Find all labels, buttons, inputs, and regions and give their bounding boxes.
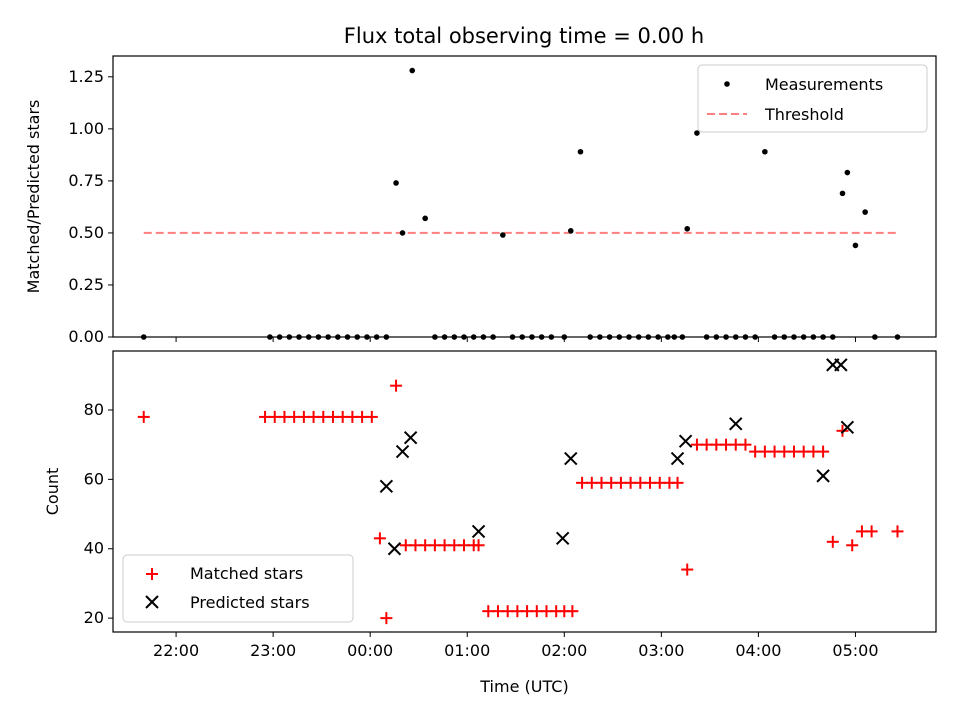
- bottom-xtick-label: 00:00: [347, 641, 393, 660]
- measurement-point: [694, 130, 700, 136]
- predicted-star-point: [816, 469, 830, 483]
- matched-star-point: [472, 539, 485, 552]
- bottom-ytick-label: 80: [84, 400, 104, 419]
- measurement-point: [852, 242, 859, 249]
- matched-star-point: [891, 525, 904, 538]
- bottom-xtick-label: 22:00: [153, 641, 199, 660]
- measurement-point: [839, 190, 846, 197]
- legend-threshold-label: Threshold: [764, 105, 844, 124]
- bottom-xtick-label: 23:00: [250, 641, 296, 660]
- top-ylabel: Matched/Predicted stars: [24, 100, 43, 294]
- bottom-axes-frame: [112, 350, 937, 633]
- bottom-panel: 20 40 60 80 22:00 23:00 00:00 01:00 02:00 03:00 04…: [43, 350, 937, 696]
- predicted-star-point: [834, 358, 848, 372]
- legend-measurements-label: Measurements: [765, 75, 883, 94]
- matched-star-point: [817, 445, 830, 458]
- legend-matched-label: Matched stars: [190, 564, 303, 583]
- top-legend-box: [697, 64, 928, 133]
- matched-star-point: [390, 379, 403, 392]
- legend-predicted-marker: [145, 595, 159, 609]
- matched-star-point: [739, 438, 752, 451]
- bottom-xlabel: Time (UTC): [479, 677, 568, 696]
- bottom-xtick-label: 01:00: [444, 641, 490, 660]
- matched-star-point: [365, 410, 378, 423]
- measurement-point: [862, 209, 868, 215]
- bottom-xtick-label: 02:00: [541, 641, 587, 660]
- measurement-point: [500, 232, 506, 238]
- matched-star-point: [671, 476, 684, 489]
- predicted-star-point: [379, 479, 394, 494]
- top-ytick-label: 1.00: [68, 119, 104, 138]
- predicted-star-point: [555, 531, 570, 546]
- bottom-xtick-label: 04:00: [735, 641, 781, 660]
- top-panel: 0.00 0.25 0.50 0.75 1.00 1.25 Matched/Predicte…: [24, 55, 937, 346]
- top-ytick-label: 0.50: [68, 223, 104, 242]
- predicted-star-point: [564, 451, 578, 466]
- legend-measurements-marker: [724, 81, 730, 87]
- measurement-point: [409, 67, 416, 74]
- top-axes-frame: [112, 55, 937, 338]
- top-legend: Measurements Threshold: [697, 64, 928, 133]
- bottom-xtick-label: 03:00: [638, 641, 684, 660]
- predicted-star-point: [678, 434, 693, 448]
- bottom-xtick-label: 05:00: [832, 641, 878, 660]
- matched-star-point: [380, 612, 393, 625]
- bottom-legend: Matched stars Predicted stars: [122, 554, 354, 623]
- matched-star-point: [681, 563, 694, 576]
- predicted-star-point: [729, 417, 743, 431]
- predicted-star-point: [471, 524, 486, 539]
- measurement-point: [762, 148, 768, 155]
- legend-predicted-label: Predicted stars: [190, 593, 310, 612]
- predicted-star-point: [403, 431, 418, 445]
- matched-star-point: [846, 539, 859, 552]
- measurement-point: [393, 180, 399, 186]
- top-ytick-label: 0.25: [68, 275, 104, 294]
- measurement-point: [422, 215, 428, 222]
- matched-star-point: [865, 525, 878, 538]
- bottom-ytick-label: 20: [84, 608, 104, 627]
- predicted-star-point: [670, 451, 685, 466]
- measurement-point: [684, 225, 691, 232]
- top-ytick-label: 0.75: [68, 171, 104, 190]
- chart-title: Flux total observing time = 0.00 h: [344, 24, 704, 48]
- measurement-point: [399, 230, 406, 236]
- matched-star-point: [373, 532, 386, 545]
- top-ytick-label: 1.25: [68, 67, 104, 86]
- measurement-point: [577, 148, 584, 155]
- predicted-star-point: [387, 542, 402, 556]
- matched-star-point: [826, 535, 839, 548]
- bottom-ytick-label: 40: [84, 539, 104, 558]
- predicted-star-point: [395, 444, 410, 459]
- top-ytick-label: 0.00: [68, 327, 104, 346]
- matched-star-point: [566, 605, 579, 618]
- measurement-point: [567, 228, 574, 234]
- predicted-star-point: [840, 420, 855, 435]
- measurement-point: [844, 169, 851, 176]
- legend-matched-marker: [146, 568, 158, 580]
- bottom-ylabel: Count: [43, 468, 62, 516]
- bottom-ytick-label: 60: [84, 469, 104, 488]
- matched-star-point: [137, 410, 150, 423]
- bottom-legend-box: [122, 554, 354, 623]
